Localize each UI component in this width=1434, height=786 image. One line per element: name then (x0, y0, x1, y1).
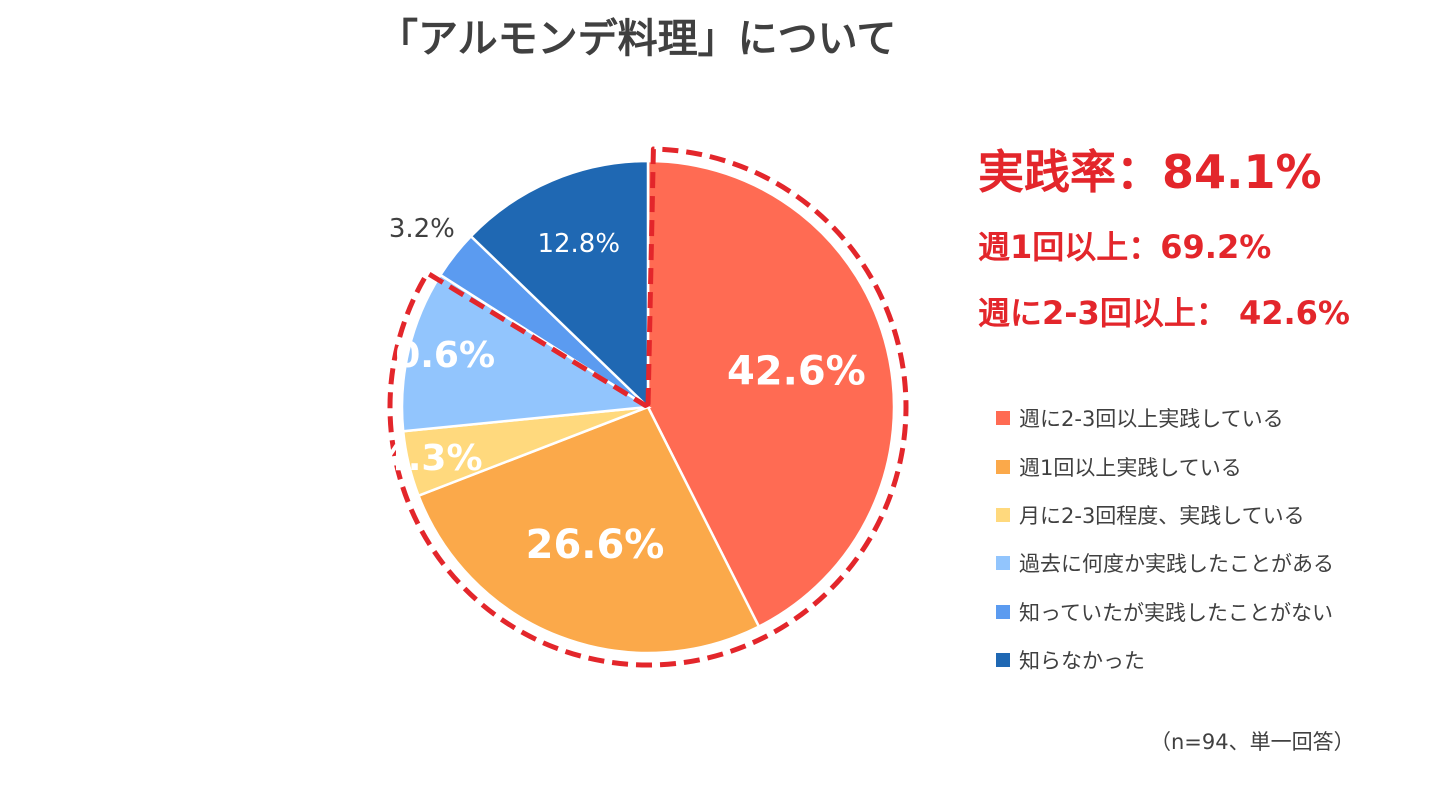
slice-value-label: 26.6% (526, 522, 665, 568)
chart-legend: 週に2-3回以上実践している 週1回以上実践している 月に2-3回程度、実践して… (996, 394, 1334, 684)
legend-item: 知らなかった (996, 636, 1334, 684)
legend-swatch (996, 459, 1010, 474)
pie-slice (400, 273, 652, 433)
slice-value-label: 10.6% (370, 335, 495, 376)
legend-item: 過去に何度か実践したことがある (996, 539, 1334, 587)
legend-label: 知らなかった (1019, 649, 1145, 674)
pie-slices (400, 159, 896, 655)
chart-title: 「アルモンデ料理」について (378, 16, 897, 62)
pie-slice (469, 159, 650, 410)
slice-value-label: 4.3% (383, 438, 483, 479)
legend-item: 週に2-3回以上実践している (996, 394, 1334, 442)
weekly-rate-summary: 週1回以上：69.2% (978, 228, 1272, 266)
legend-label: 過去に何度か実践したことがある (1019, 552, 1334, 577)
twice-weekly-rate-summary: 週に2-3回以上： 42.6% (978, 294, 1350, 332)
legend-swatch (996, 556, 1010, 571)
legend-item: 知っていたが実践したことがない (996, 588, 1334, 636)
legend-item: 週1回以上実践している (996, 442, 1334, 490)
pie-labels: 42.6% 26.6% 4.3% 10.6% 3.2% 12.8% (370, 214, 866, 568)
legend-swatch (996, 653, 1010, 668)
pie-slice (646, 159, 896, 629)
slice-value-label: 12.8% (537, 229, 620, 259)
practice-rate-summary: 実践率：84.1% (978, 145, 1322, 199)
pie-slice (416, 405, 761, 655)
legend-label: 知っていたが実践したことがない (1019, 600, 1333, 625)
practice-rate-highlight-outline (387, 146, 909, 668)
slice-value-label: 42.6% (727, 349, 866, 395)
legend-item: 月に2-3回程度、実践している (996, 491, 1334, 539)
legend-swatch (996, 604, 1010, 619)
sample-note: （n=94、単一回答） (1150, 730, 1355, 754)
legend-label: 月に2-3回程度、実践している (1019, 503, 1305, 528)
legend-label: 週1回以上実践している (1019, 455, 1242, 480)
slice-value-label: 3.2% (389, 214, 455, 244)
legend-label: 週に2-3回以上実践している (1019, 407, 1284, 432)
legend-swatch (996, 507, 1010, 522)
legend-swatch (996, 411, 1010, 426)
